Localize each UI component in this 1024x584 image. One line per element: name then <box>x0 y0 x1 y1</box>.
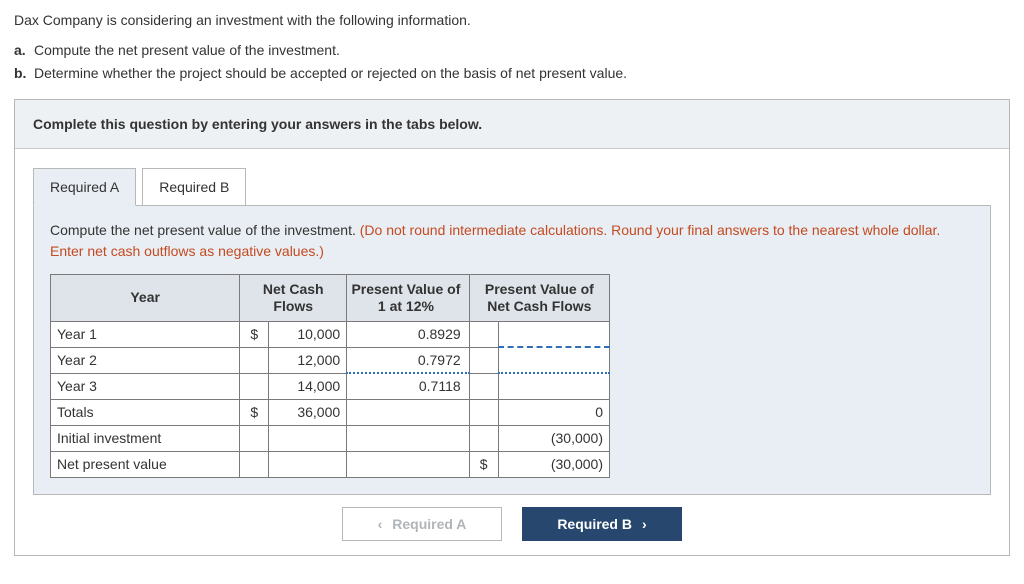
instruction-banner: Complete this question by entering your … <box>15 100 1009 149</box>
cell-pv-dollar <box>469 399 498 425</box>
tab-instruction: Compute the net present value of the inv… <box>50 220 974 262</box>
cell-amount[interactable]: 14,000 <box>269 373 347 399</box>
part-a-text: Compute the net present value of the inv… <box>34 40 340 62</box>
cell-pv[interactable] <box>498 347 609 373</box>
part-a-label: a. <box>14 40 34 62</box>
next-button[interactable]: Required B › <box>522 507 682 541</box>
cell-pvf <box>347 451 469 477</box>
cell-pvf <box>347 399 469 425</box>
cell-pvf[interactable]: 0.8929 <box>347 321 469 347</box>
answer-panel: Complete this question by entering your … <box>14 99 1010 556</box>
table-row: Initial investment (30,000) <box>51 425 610 451</box>
cell-dollar[interactable] <box>240 373 269 399</box>
cell-pvf[interactable]: 0.7118 <box>347 373 469 399</box>
intro-lead: Dax Company is considering an investment… <box>14 10 1010 32</box>
table-row: Totals $ 36,000 0 <box>51 399 610 425</box>
next-label: Required B <box>557 516 632 532</box>
cell-pvf[interactable]: 0.7972 <box>347 347 469 373</box>
cell-dollar[interactable] <box>240 347 269 373</box>
cell-pv: 0 <box>498 399 609 425</box>
th-year: Year <box>51 275 240 322</box>
row-label: Totals <box>51 399 240 425</box>
chevron-left-icon: ‹ <box>378 516 383 532</box>
table-row: Net present value $ (30,000) <box>51 451 610 477</box>
cell-dollar[interactable]: $ <box>240 321 269 347</box>
prev-label: Required A <box>392 516 466 532</box>
npv-table: Year Net Cash Flows Present Value of 1 a… <box>50 274 610 478</box>
instruction-main: Compute the net present value of the inv… <box>50 222 360 238</box>
cell-pv-dollar[interactable] <box>469 321 498 347</box>
cell-dollar <box>240 451 269 477</box>
table-row: Year 3 14,000 0.7118 <box>51 373 610 399</box>
table-row: Year 1 $ 10,000 0.8929 <box>51 321 610 347</box>
chevron-right-icon: › <box>642 516 647 532</box>
table-row: Year 2 12,000 0.7972 <box>51 347 610 373</box>
tab-required-b[interactable]: Required B <box>142 168 246 206</box>
row-label: Year 3 <box>51 373 240 399</box>
cell-pv-dollar[interactable] <box>469 347 498 373</box>
row-label: Initial investment <box>51 425 240 451</box>
tab-row: Required A Required B <box>15 149 1009 205</box>
th-pvcf: Present Value of Net Cash Flows <box>469 275 609 322</box>
cell-pv[interactable] <box>498 373 609 399</box>
part-b-text: Determine whether the project should be … <box>34 63 627 85</box>
cell-pv-dollar: $ <box>469 451 498 477</box>
cell-amount[interactable]: 10,000 <box>269 321 347 347</box>
row-label: Year 1 <box>51 321 240 347</box>
cell-pv-dollar[interactable] <box>469 373 498 399</box>
cell-pv: (30,000) <box>498 451 609 477</box>
part-b-label: b. <box>14 63 34 85</box>
cell-pv[interactable] <box>498 321 609 347</box>
cell-amount[interactable]: 12,000 <box>269 347 347 373</box>
cell-dollar[interactable] <box>240 425 269 451</box>
cell-amount <box>269 451 347 477</box>
cell-pvf[interactable] <box>347 425 469 451</box>
th-ncf: Net Cash Flows <box>240 275 347 322</box>
tab-content: Compute the net present value of the inv… <box>33 205 991 495</box>
cell-amount: 36,000 <box>269 399 347 425</box>
tab-required-a[interactable]: Required A <box>33 168 136 206</box>
row-label: Net present value <box>51 451 240 477</box>
cell-dollar: $ <box>240 399 269 425</box>
th-pvf: Present Value of 1 at 12% <box>347 275 469 322</box>
cell-pv-dollar[interactable] <box>469 425 498 451</box>
problem-intro: Dax Company is considering an investment… <box>14 10 1010 85</box>
nav-row: ‹ Required A Required B › <box>15 495 1009 555</box>
row-label: Year 2 <box>51 347 240 373</box>
prev-button[interactable]: ‹ Required A <box>342 507 502 541</box>
cell-pv[interactable]: (30,000) <box>498 425 609 451</box>
cell-amount[interactable] <box>269 425 347 451</box>
